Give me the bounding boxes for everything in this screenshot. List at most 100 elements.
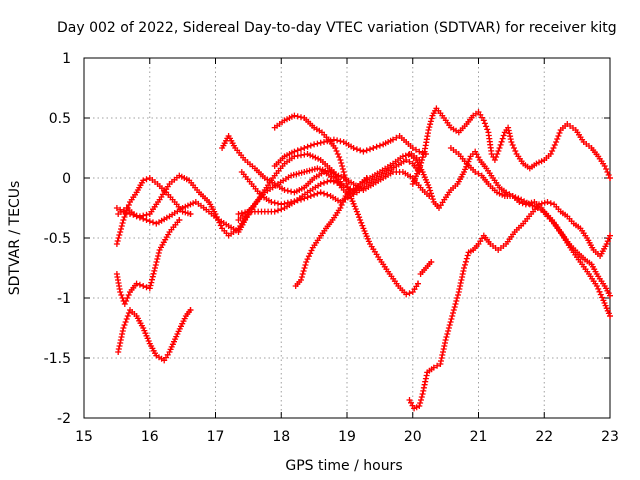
- y-tick-label: 0.5: [49, 111, 71, 127]
- data-point: [301, 145, 308, 151]
- data-point: [550, 145, 557, 151]
- data-point: [556, 130, 563, 136]
- data-point: [148, 279, 155, 286]
- series-arc13: [417, 259, 435, 277]
- chart-title: Day 002 of 2022, Sidereal Day-to-day VTE…: [57, 20, 617, 36]
- data-point: [484, 126, 491, 133]
- data-point: [417, 400, 424, 406]
- data-point: [308, 247, 315, 254]
- data-point: [334, 137, 341, 144]
- data-point: [333, 148, 340, 154]
- data-point: [393, 134, 400, 141]
- x-tick-label: 17: [207, 429, 225, 445]
- data-point: [150, 270, 157, 277]
- data-point: [353, 146, 360, 153]
- data-point: [422, 375, 429, 382]
- data-point: [507, 136, 514, 143]
- data-point: [419, 391, 426, 397]
- data-point: [496, 145, 503, 151]
- data-point: [140, 177, 147, 184]
- series-arc9: [238, 169, 370, 208]
- data-point: [440, 349, 446, 355]
- series-arc17: [447, 145, 613, 299]
- data-point: [143, 217, 150, 223]
- data-point: [462, 258, 469, 265]
- data-point: [554, 136, 561, 142]
- y-tick-label: -1.5: [44, 351, 71, 367]
- data-point: [338, 202, 345, 208]
- data-point: [599, 294, 606, 301]
- data-point: [429, 196, 436, 203]
- data-point: [133, 213, 140, 220]
- data-point: [116, 232, 123, 238]
- data-point: [605, 172, 612, 178]
- y-tick-label: -0.5: [44, 231, 71, 247]
- data-point: [314, 190, 321, 197]
- data-point: [155, 253, 162, 259]
- data-point: [422, 378, 429, 385]
- series-arc3: [113, 175, 194, 247]
- data-point: [360, 148, 367, 155]
- data-point: [450, 307, 457, 313]
- data-point: [509, 142, 516, 148]
- data-point: [288, 188, 295, 195]
- data-point: [442, 337, 449, 343]
- data-point: [607, 175, 613, 181]
- data-point: [496, 190, 503, 197]
- data-point: [321, 190, 327, 197]
- data-point: [605, 235, 612, 242]
- data-point: [324, 168, 331, 175]
- data-point: [291, 112, 298, 119]
- x-tick-label: 15: [75, 429, 93, 445]
- data-point: [446, 322, 453, 328]
- data-point: [116, 343, 123, 349]
- data-point: [298, 274, 305, 280]
- data-point: [124, 295, 131, 301]
- data-point: [472, 169, 479, 175]
- data-point: [298, 146, 304, 153]
- data-point: [357, 217, 364, 223]
- data-point: [114, 238, 121, 244]
- data-point: [321, 139, 327, 145]
- data-point: [445, 325, 452, 331]
- data-point: [115, 346, 122, 352]
- data-point: [304, 143, 311, 150]
- data-point: [463, 255, 470, 262]
- data-point: [434, 362, 441, 369]
- data-point: [358, 219, 365, 226]
- data-point: [459, 271, 466, 277]
- data-point: [154, 256, 161, 262]
- data-point: [339, 163, 346, 169]
- data-point: [332, 145, 339, 151]
- data-point: [275, 207, 281, 214]
- data-point: [597, 291, 604, 298]
- data-point: [603, 166, 610, 172]
- data-point: [298, 196, 304, 203]
- data-point: [284, 199, 291, 206]
- data-point: [307, 250, 314, 257]
- data-point: [547, 200, 554, 207]
- data-point: [338, 160, 345, 166]
- data-point: [541, 199, 548, 206]
- data-point: [445, 328, 452, 334]
- data-point: [593, 283, 600, 289]
- data-point: [344, 181, 350, 187]
- data-point: [538, 206, 544, 213]
- data-point: [458, 277, 465, 283]
- x-tick-label: 23: [601, 429, 619, 445]
- data-point: [505, 127, 512, 134]
- data-point: [337, 138, 344, 145]
- data-point: [324, 178, 331, 185]
- data-point: [330, 136, 337, 143]
- data-point: [373, 143, 380, 150]
- data-point: [453, 298, 460, 304]
- series-arc2: [113, 217, 183, 307]
- data-point: [298, 277, 304, 283]
- data-point: [121, 214, 128, 220]
- data-point: [301, 195, 308, 202]
- data-point: [416, 403, 423, 409]
- data-point: [117, 289, 124, 295]
- data-point: [515, 195, 522, 202]
- data-point: [113, 241, 120, 247]
- data-point: [409, 145, 416, 151]
